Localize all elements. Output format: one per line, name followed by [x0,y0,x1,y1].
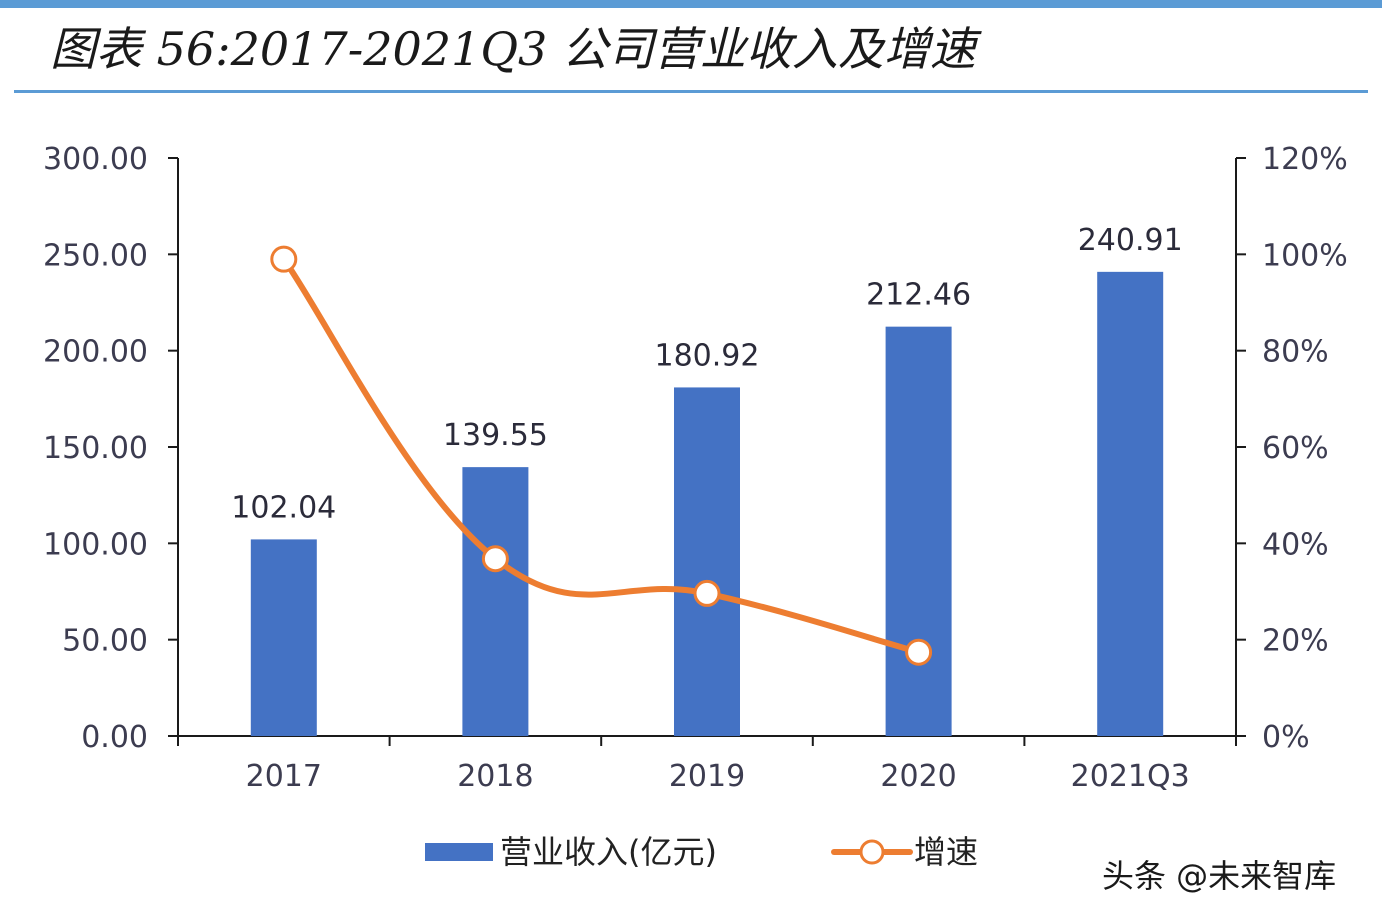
chart-title: 图表 56:2017-2021Q3 公司营业收入及增速 [50,22,976,76]
revenue-bar [885,326,952,736]
left-tick-label: 200.00 [43,335,148,370]
growth-point [905,638,933,666]
top-accent-rule [0,0,1382,8]
growth-point [270,245,298,273]
bar-data-label: 139.55 [443,418,548,453]
right-tick-label: 120% [1262,142,1348,177]
bar-data-label: 180.92 [655,338,760,373]
bar-data-label: 240.91 [1078,223,1183,258]
growth-point [693,579,721,607]
revenue-bar [1097,271,1164,736]
left-tick-label: 100.00 [43,527,148,562]
title-underline [14,90,1368,93]
x-tick-label: 2020 [880,759,956,794]
left-tick-label: 300.00 [43,142,148,177]
x-tick-label: 2019 [669,759,745,794]
revenue-bar [250,539,317,736]
legend-line-swatch [831,839,913,865]
bar-data-label: 212.46 [866,278,971,313]
right-tick-label: 60% [1262,431,1329,466]
revenue-bar [674,387,740,736]
x-tick-label: 2017 [246,759,322,794]
growth-point [481,545,509,573]
right-tick-label: 80% [1262,335,1329,370]
legend-bar-swatch [425,843,493,861]
watermark: 头条 @未来智库 [1102,857,1337,895]
left-tick-label: 50.00 [62,624,148,659]
legend-marker [859,839,885,865]
right-tick-label: 0% [1262,720,1310,755]
left-tick-label: 0.00 [81,720,148,755]
right-tick-label: 40% [1262,527,1329,562]
legend-bar-label: 营业收入(亿元) [500,833,717,871]
right-tick-label: 100% [1262,238,1348,273]
x-tick-label: 2018 [457,759,533,794]
bar-data-label: 102.04 [231,490,336,525]
x-tick-label: 2021Q3 [1071,759,1190,794]
legend-line-label: 增速 [914,833,979,871]
growth-line [280,256,922,656]
left-tick-label: 250.00 [43,238,148,273]
left-tick-label: 150.00 [43,431,148,466]
revenue-bar [462,467,529,736]
right-tick-label: 20% [1262,624,1329,659]
